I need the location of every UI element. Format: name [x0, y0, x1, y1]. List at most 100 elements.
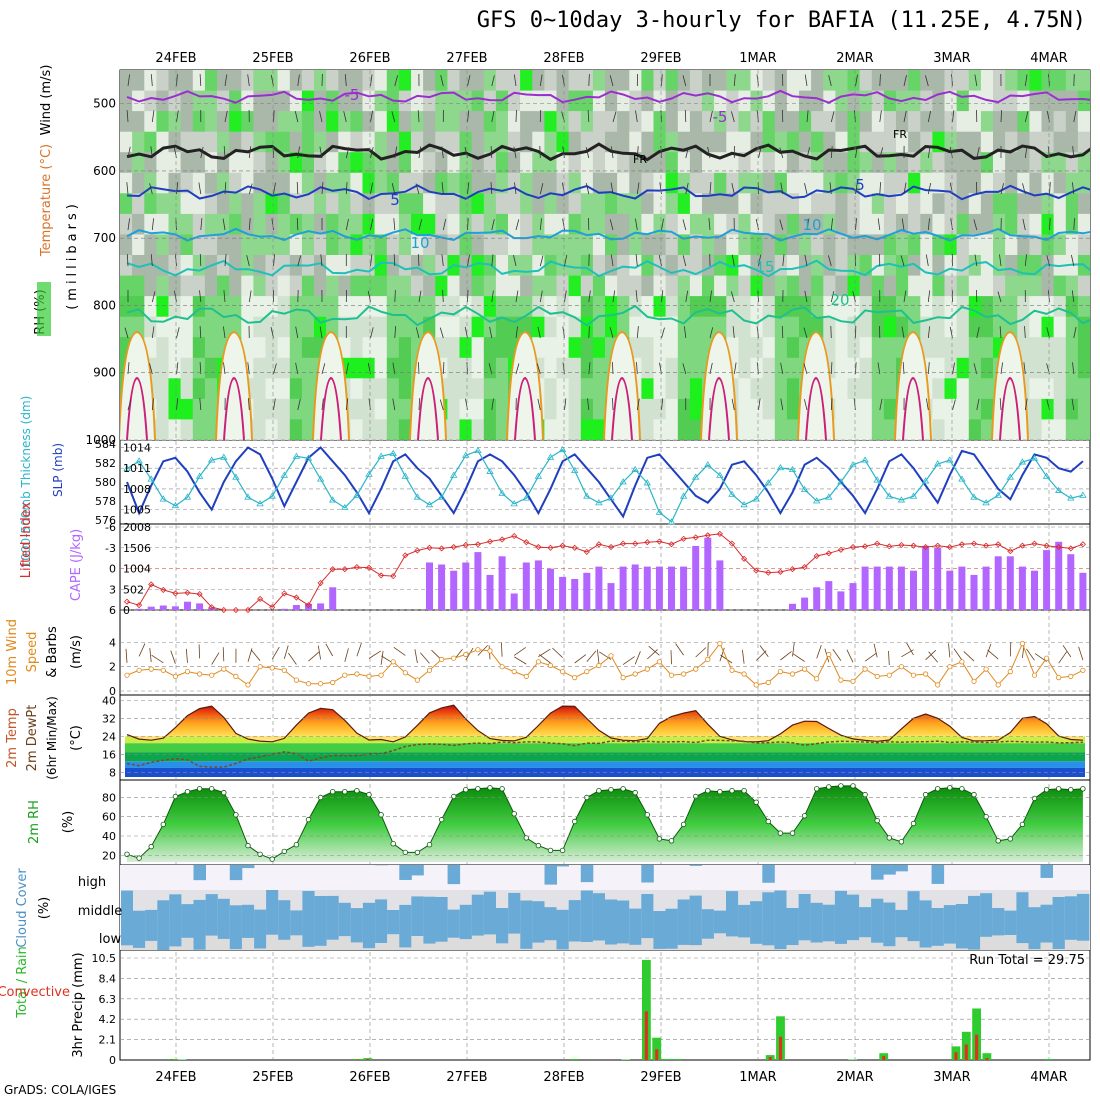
panel-slp	[119, 439, 1091, 525]
rh-cell	[629, 152, 642, 174]
cloud-low	[968, 920, 981, 950]
rh-cell	[762, 316, 776, 338]
rh-cell	[435, 193, 448, 215]
wind-barb	[514, 656, 527, 665]
thickness-point	[921, 477, 930, 484]
wind-barb	[320, 254, 323, 267]
rh-cell	[132, 234, 145, 256]
thickness-point	[849, 461, 857, 468]
rh-cell	[738, 131, 752, 153]
rh-cell	[398, 337, 412, 359]
rh-cell	[168, 378, 182, 400]
cloud-low	[1040, 920, 1053, 943]
rh-cell	[144, 70, 157, 92]
cloud-low	[169, 920, 182, 947]
wind-barb	[124, 327, 129, 339]
wind-barb	[792, 642, 795, 657]
rh-cell	[180, 275, 194, 297]
rh-cell	[447, 419, 461, 440]
rh-point	[293, 842, 300, 848]
rh-cell	[544, 90, 558, 112]
rh-cell	[1065, 337, 1079, 359]
precip-conv-bar	[954, 1052, 958, 1060]
rh-cell	[883, 357, 897, 379]
rh-cell	[204, 90, 218, 112]
rh-cell	[459, 255, 473, 277]
rh-cell	[132, 275, 145, 297]
rh-cell	[350, 316, 364, 338]
rh-cell	[386, 357, 400, 379]
rh-cell	[689, 193, 703, 215]
rh-cell	[532, 111, 545, 133]
thickness-point	[897, 496, 906, 503]
precip-tick: 6.3	[99, 993, 117, 1006]
rh-point	[910, 820, 917, 827]
rh-cell	[471, 111, 485, 133]
wind-barb	[830, 146, 833, 159]
thickness-point	[1054, 486, 1063, 493]
rh-cell	[192, 234, 206, 256]
slp-right-tick: 1005	[123, 504, 151, 517]
rh-cell	[314, 275, 327, 297]
lifted-index-point	[1079, 541, 1086, 548]
wind-speed-point	[668, 672, 675, 678]
rh-cell	[774, 419, 788, 440]
rh-cell	[556, 234, 570, 256]
cloud-middle	[1052, 897, 1066, 920]
thickness-point	[704, 461, 712, 468]
wind-barb	[806, 110, 809, 123]
wind-speed-point	[378, 672, 384, 678]
rh-cell	[253, 316, 267, 338]
rh-cell	[326, 193, 339, 215]
lifted-index-point	[559, 542, 566, 549]
rh-cell	[1005, 213, 1018, 236]
wind-barb	[223, 362, 226, 375]
rh-cell	[544, 398, 558, 421]
rh-cell	[799, 90, 812, 112]
rh-point	[221, 789, 227, 796]
rh-cell	[835, 172, 849, 194]
rh-cell	[726, 172, 739, 194]
wind-barb	[758, 398, 761, 411]
wind-barb	[224, 182, 227, 195]
rh-cell	[435, 234, 448, 256]
rh-cell	[908, 234, 921, 256]
wind-barb	[439, 327, 444, 339]
wind-barb	[149, 363, 153, 375]
lifted-index-point	[293, 594, 300, 601]
thickness-point	[752, 495, 760, 502]
rh-cell	[665, 398, 679, 421]
rh-cell	[689, 398, 703, 421]
cape-tick: 1506	[123, 542, 151, 555]
rh-cell	[799, 111, 812, 133]
wind-barb	[126, 110, 129, 123]
cloud-middle	[133, 910, 146, 920]
cape-bar	[450, 570, 458, 610]
lifted-index-point	[607, 543, 615, 551]
lifted-index-point	[898, 541, 905, 549]
rh-cell	[1065, 90, 1079, 112]
li-tick: 6	[109, 604, 116, 617]
rh-cell	[774, 337, 788, 359]
cloud-high	[895, 865, 908, 872]
lifted-index-point	[922, 543, 929, 551]
rh-cell	[483, 234, 497, 256]
rh-cell	[301, 234, 315, 256]
rh-cell	[483, 337, 497, 359]
wind-barb	[224, 254, 227, 267]
rh-point	[378, 812, 384, 818]
wind-barb	[987, 649, 999, 660]
rh-cell	[532, 234, 545, 256]
rh-cell	[896, 193, 909, 215]
rh-cell	[1065, 234, 1079, 256]
rh-point	[281, 848, 287, 855]
cloud-middle	[447, 909, 461, 920]
precip-total-bar	[569, 1059, 579, 1060]
rh-cell	[835, 337, 849, 359]
wind-barb	[440, 75, 444, 87]
cloud-middle	[883, 902, 896, 920]
cloud-middle	[592, 893, 606, 920]
thickness-point	[377, 452, 385, 459]
rh-cell	[471, 419, 485, 440]
rh-cell	[774, 255, 788, 277]
